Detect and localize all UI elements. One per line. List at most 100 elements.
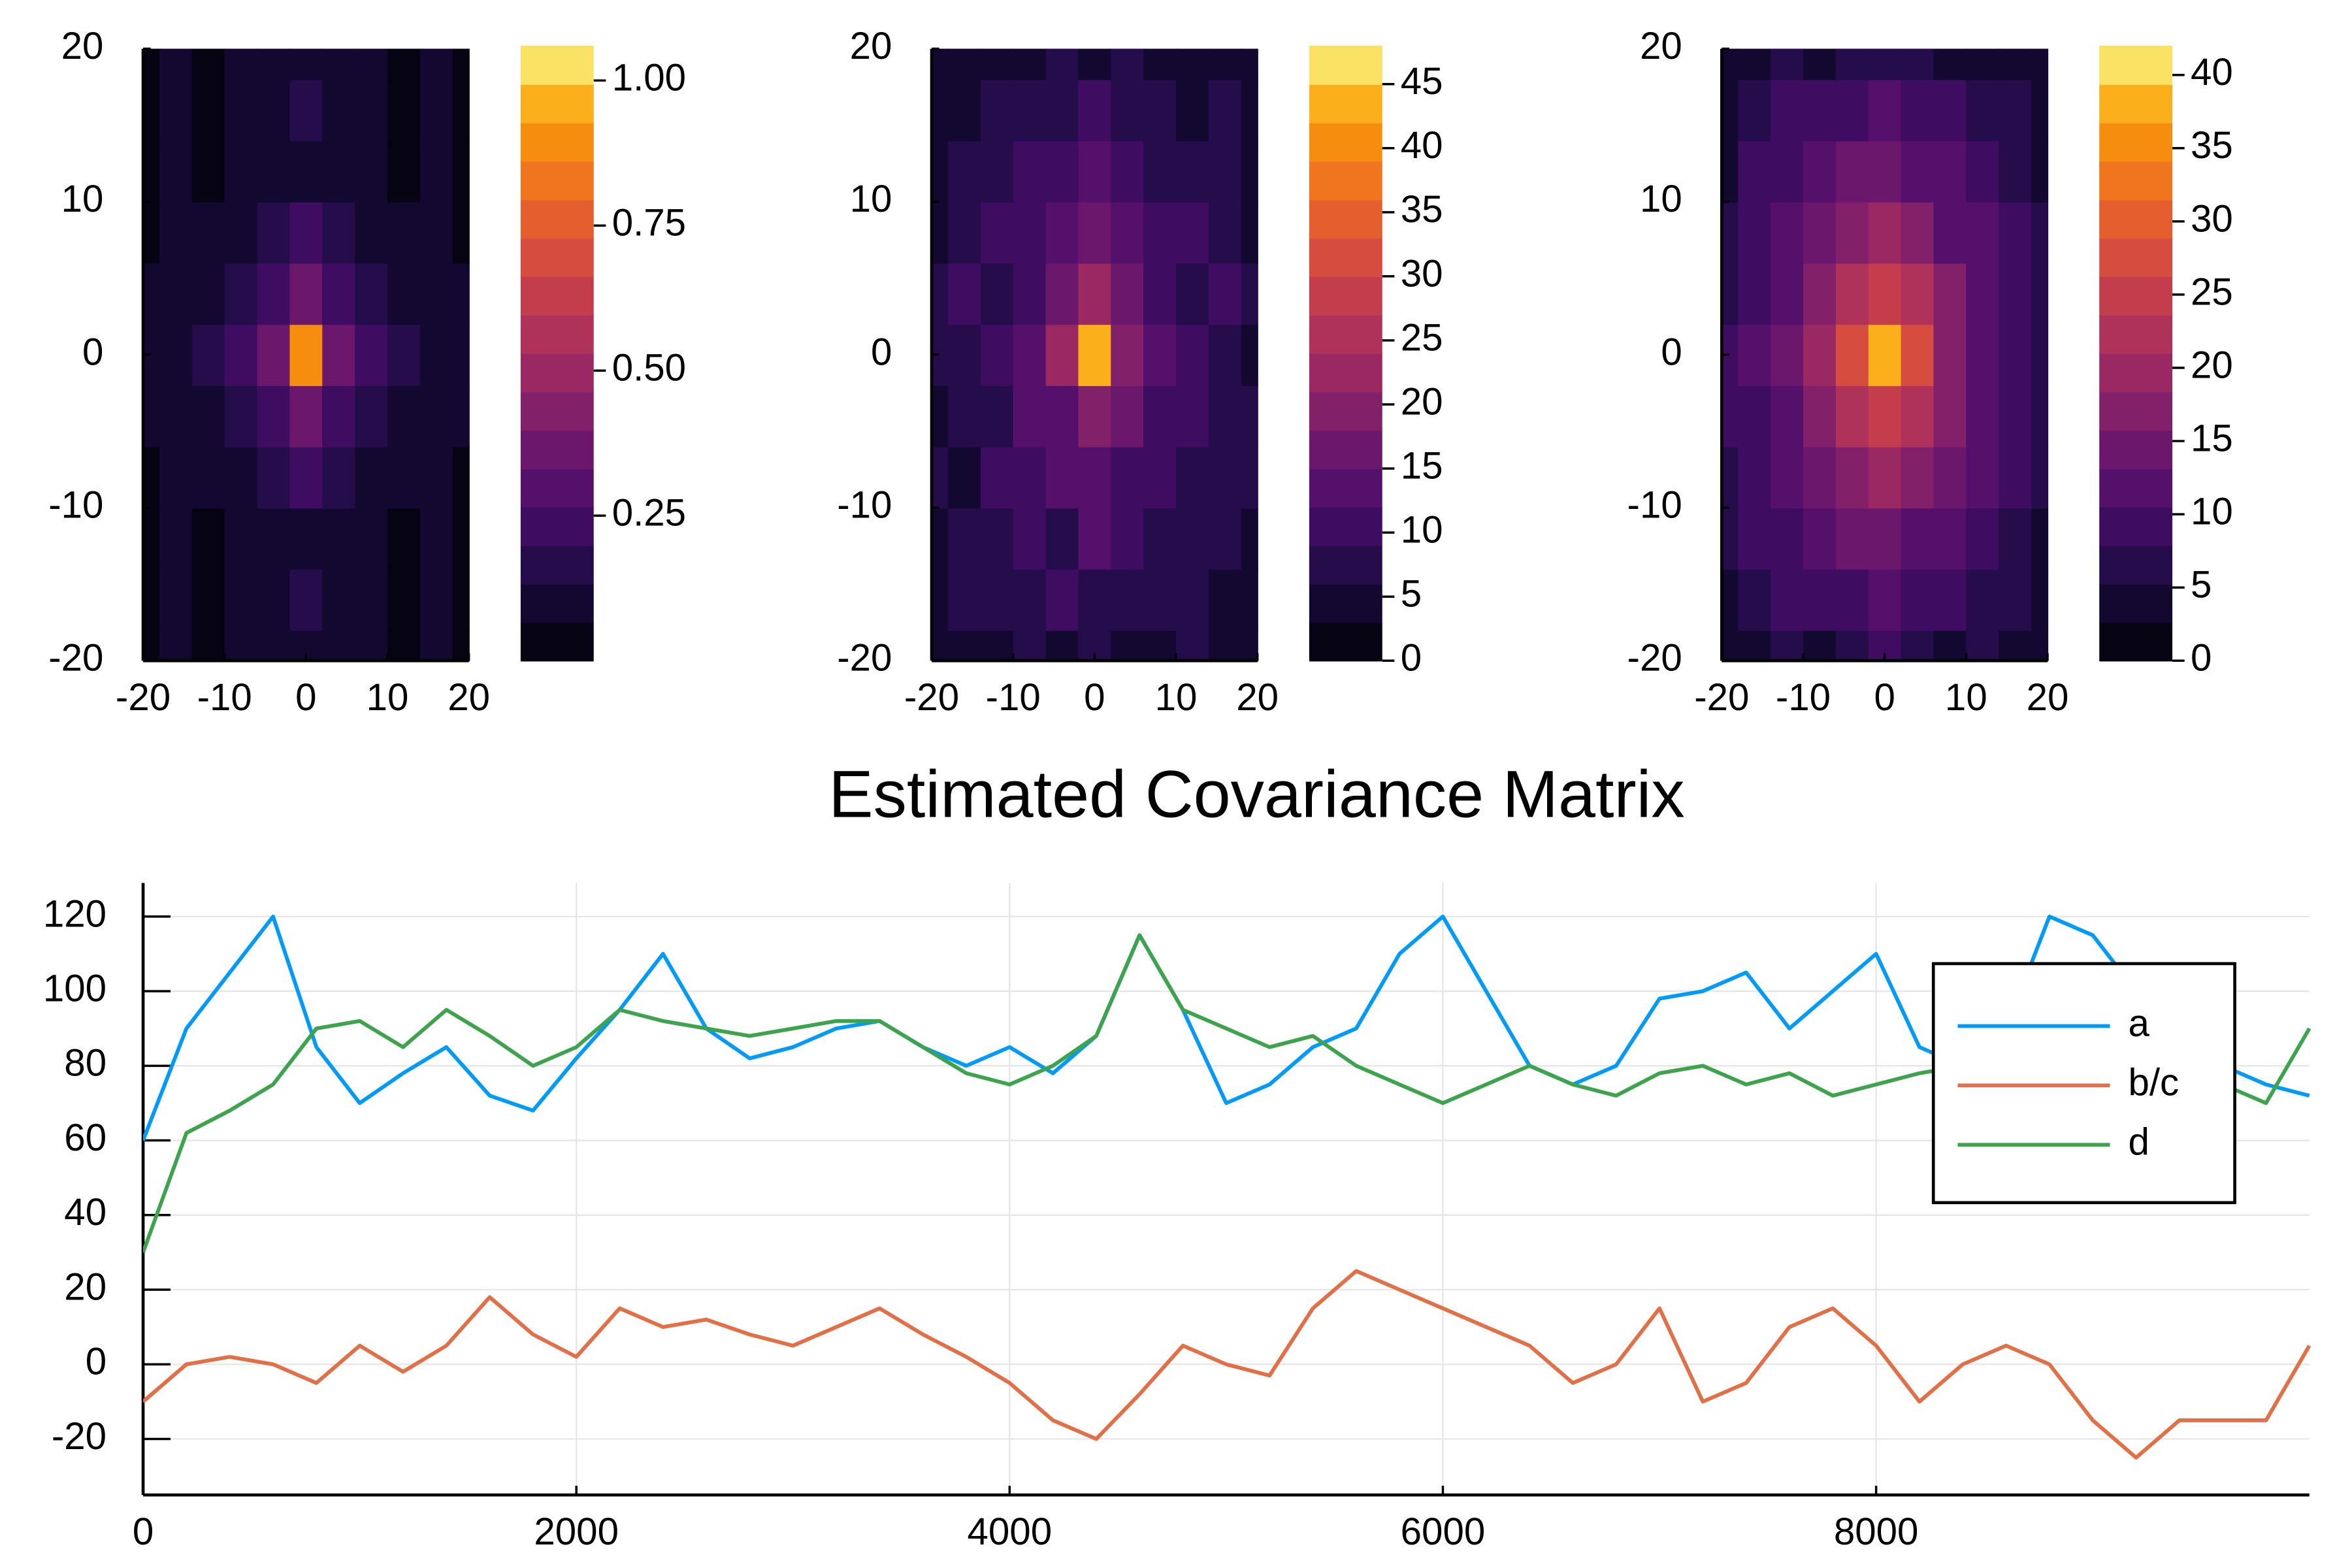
heatmap-cell (1803, 630, 1837, 662)
heatmap-cell (191, 385, 225, 448)
heatmap-cell (1176, 263, 1210, 325)
heatmap-cell (257, 508, 291, 570)
heatmap-cell (947, 79, 981, 142)
heatmap-cell (1111, 324, 1145, 386)
heatmap-cell (419, 568, 453, 631)
colorbar-tick-label: 35 (1401, 188, 1443, 231)
y-tick-label: 10 (61, 178, 104, 220)
heatmap-cell (1722, 201, 1739, 264)
colorbar-band (2099, 506, 2173, 546)
x-tick-label: -20 (116, 676, 171, 719)
heatmap-cell (1966, 630, 2000, 662)
heatmap-cell (980, 630, 1014, 662)
legend-label: b/c (2128, 1062, 2179, 1104)
heatmap-cell (2031, 630, 2049, 662)
y-tick-label: 10 (850, 178, 892, 220)
heatmap-cell (1835, 79, 1869, 142)
heatmap-cell (1835, 201, 1869, 264)
y-tick-label: 60 (64, 1117, 106, 1159)
heatmap-cell (1176, 79, 1210, 142)
heatmap-cell (322, 263, 356, 325)
colorbar-band (520, 622, 594, 662)
heatmap-cell (1045, 446, 1079, 509)
heatmap-cell (224, 79, 258, 142)
heatmap-cell (1901, 446, 1935, 509)
heatmap-cell (1078, 263, 1112, 325)
heatmap-cell (1111, 630, 1145, 662)
heatmap-cell (257, 324, 291, 386)
heatmap-cell (1111, 568, 1145, 631)
heatmap-cell (1771, 201, 1805, 264)
heatmap-cell (1933, 140, 1967, 203)
colorbar-band (2099, 161, 2173, 201)
heatmap-cell (387, 508, 421, 570)
heatmap-cell (387, 446, 421, 509)
heatmap-cell (159, 79, 193, 142)
x-tick-label: 10 (367, 676, 409, 719)
heatmap-cell (947, 263, 981, 325)
heatmap-cell (1999, 446, 2033, 509)
heatmap-cell (143, 446, 161, 509)
heatmap-cell (1176, 48, 1210, 80)
series-line (143, 1269, 2311, 1460)
colorbar-tick-label: 45 (1401, 60, 1443, 103)
heatmap-cell (1078, 508, 1112, 570)
heatmap-cell (1143, 630, 1177, 662)
heatmap-cell (1933, 508, 1967, 570)
colorbar-band (1309, 506, 1382, 546)
x-tick-label: -10 (1776, 676, 1831, 719)
heatmap-cell (1835, 324, 1869, 386)
heatmap-cell (1722, 508, 1739, 570)
colorbar-band (1309, 353, 1382, 393)
heatmap-cell (1999, 263, 2033, 325)
heatmap-cell (932, 446, 949, 509)
heatmap-cell (947, 201, 981, 264)
heatmap-cell (980, 79, 1014, 142)
y-tick-label: 20 (850, 25, 892, 67)
heatmap-cell (1901, 630, 1935, 662)
colorbar-band (1309, 545, 1382, 585)
heatmap-cell (355, 263, 389, 325)
heatmap-cell (1803, 324, 1837, 386)
heatmap-cell (224, 201, 258, 264)
heatmap-cell (1738, 630, 1772, 662)
heatmap-cell (1078, 446, 1112, 509)
heatmap-cell (191, 263, 225, 325)
heatmap-cell (191, 79, 225, 142)
heatmap-cell (322, 385, 356, 448)
heatmap-cell (1803, 79, 1837, 142)
colorbar-tick-label: 0 (1401, 637, 1422, 679)
heatmap-cell (1143, 385, 1177, 448)
heatmap-cell (191, 324, 225, 386)
heatmap-cell (1013, 263, 1047, 325)
heatmap-cell (452, 201, 470, 264)
heatmap-cell (224, 48, 258, 80)
heatmap-cell (1045, 508, 1079, 570)
heatmap-cell (419, 48, 453, 80)
heatmap-cell (387, 385, 421, 448)
colorbar-tick-label: 10 (2191, 491, 2233, 533)
heatmap-cell (419, 79, 453, 142)
heatmap-cell (2031, 48, 2049, 80)
heatmap-cell (1078, 201, 1112, 264)
heatmap-cell (224, 140, 258, 203)
heatmap-cell (322, 324, 356, 386)
heatmap-cell (224, 508, 258, 570)
heatmap-cell (224, 263, 258, 325)
heatmap-cell (1176, 568, 1210, 631)
heatmap-cell (355, 446, 389, 509)
heatmap-cell (2031, 79, 2049, 142)
heatmap-cell (1966, 201, 2000, 264)
chart-title: Estimated Covariance Matrix (828, 756, 1684, 831)
heatmap-cell (322, 48, 356, 80)
heatmap-cell (1241, 446, 1258, 509)
heatmap-cell (1143, 263, 1177, 325)
y-tick-label: 10 (1640, 178, 1682, 220)
heatmap-cell (1143, 79, 1177, 142)
heatmap-cell (224, 446, 258, 509)
colorbar-band (520, 430, 594, 470)
heatmap-cell (2031, 446, 2049, 509)
heatmap-cell (289, 324, 323, 386)
heatmap-cell (289, 446, 323, 509)
heatmap-cell (452, 48, 470, 80)
